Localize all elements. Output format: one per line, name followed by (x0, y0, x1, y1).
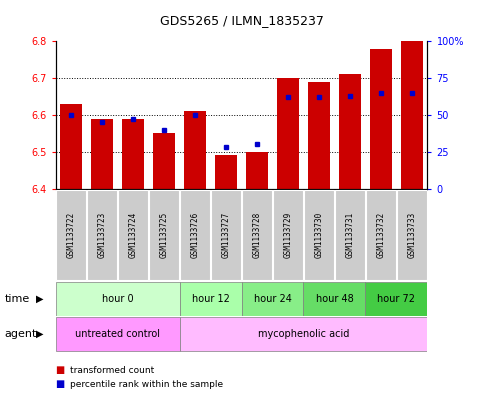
Text: GSM1133725: GSM1133725 (159, 212, 169, 258)
FancyBboxPatch shape (303, 282, 366, 316)
Text: ▶: ▶ (36, 329, 43, 339)
Bar (153, 133, 175, 189)
FancyBboxPatch shape (366, 282, 427, 316)
Text: GSM1133729: GSM1133729 (284, 212, 293, 258)
Text: GSM1133730: GSM1133730 (314, 212, 324, 258)
FancyBboxPatch shape (180, 189, 210, 280)
FancyBboxPatch shape (397, 189, 427, 280)
Text: hour 48: hour 48 (315, 294, 354, 304)
Text: percentile rank within the sample: percentile rank within the sample (70, 380, 223, 389)
Text: agent: agent (5, 329, 37, 339)
Bar (246, 152, 268, 189)
Text: GSM1133723: GSM1133723 (98, 212, 107, 258)
Text: GSM1133724: GSM1133724 (128, 212, 138, 258)
Text: hour 72: hour 72 (377, 294, 415, 304)
Text: GSM1133728: GSM1133728 (253, 212, 261, 258)
FancyBboxPatch shape (56, 282, 180, 316)
Bar (339, 74, 361, 189)
Text: GSM1133733: GSM1133733 (408, 212, 416, 258)
Bar (370, 49, 392, 189)
Bar (308, 82, 330, 189)
Bar (91, 119, 113, 189)
Text: GSM1133722: GSM1133722 (67, 212, 75, 258)
Bar (122, 119, 144, 189)
FancyBboxPatch shape (304, 189, 334, 280)
Bar (215, 156, 237, 189)
Text: untreated control: untreated control (75, 329, 160, 339)
FancyBboxPatch shape (87, 189, 117, 280)
FancyBboxPatch shape (211, 189, 241, 280)
FancyBboxPatch shape (118, 189, 148, 280)
Bar (401, 41, 423, 189)
Text: time: time (5, 294, 30, 304)
Text: GSM1133731: GSM1133731 (345, 212, 355, 258)
Text: hour 0: hour 0 (102, 294, 133, 304)
Text: GDS5265 / ILMN_1835237: GDS5265 / ILMN_1835237 (159, 14, 324, 27)
Bar (184, 111, 206, 189)
Text: ▶: ▶ (36, 294, 43, 304)
Text: GSM1133727: GSM1133727 (222, 212, 230, 258)
Text: transformed count: transformed count (70, 366, 154, 375)
FancyBboxPatch shape (56, 317, 180, 351)
FancyBboxPatch shape (149, 189, 179, 280)
Text: GSM1133732: GSM1133732 (376, 212, 385, 258)
FancyBboxPatch shape (335, 189, 365, 280)
Text: mycophenolic acid: mycophenolic acid (258, 329, 349, 339)
FancyBboxPatch shape (180, 282, 242, 316)
Bar (277, 78, 299, 189)
FancyBboxPatch shape (242, 282, 303, 316)
FancyBboxPatch shape (56, 189, 86, 280)
FancyBboxPatch shape (366, 189, 396, 280)
FancyBboxPatch shape (242, 189, 272, 280)
Bar (60, 104, 82, 189)
Text: GSM1133726: GSM1133726 (190, 212, 199, 258)
FancyBboxPatch shape (180, 317, 427, 351)
FancyBboxPatch shape (273, 189, 303, 280)
Text: ■: ■ (56, 365, 65, 375)
Text: hour 24: hour 24 (254, 294, 291, 304)
Text: hour 12: hour 12 (192, 294, 229, 304)
Text: ■: ■ (56, 379, 65, 389)
